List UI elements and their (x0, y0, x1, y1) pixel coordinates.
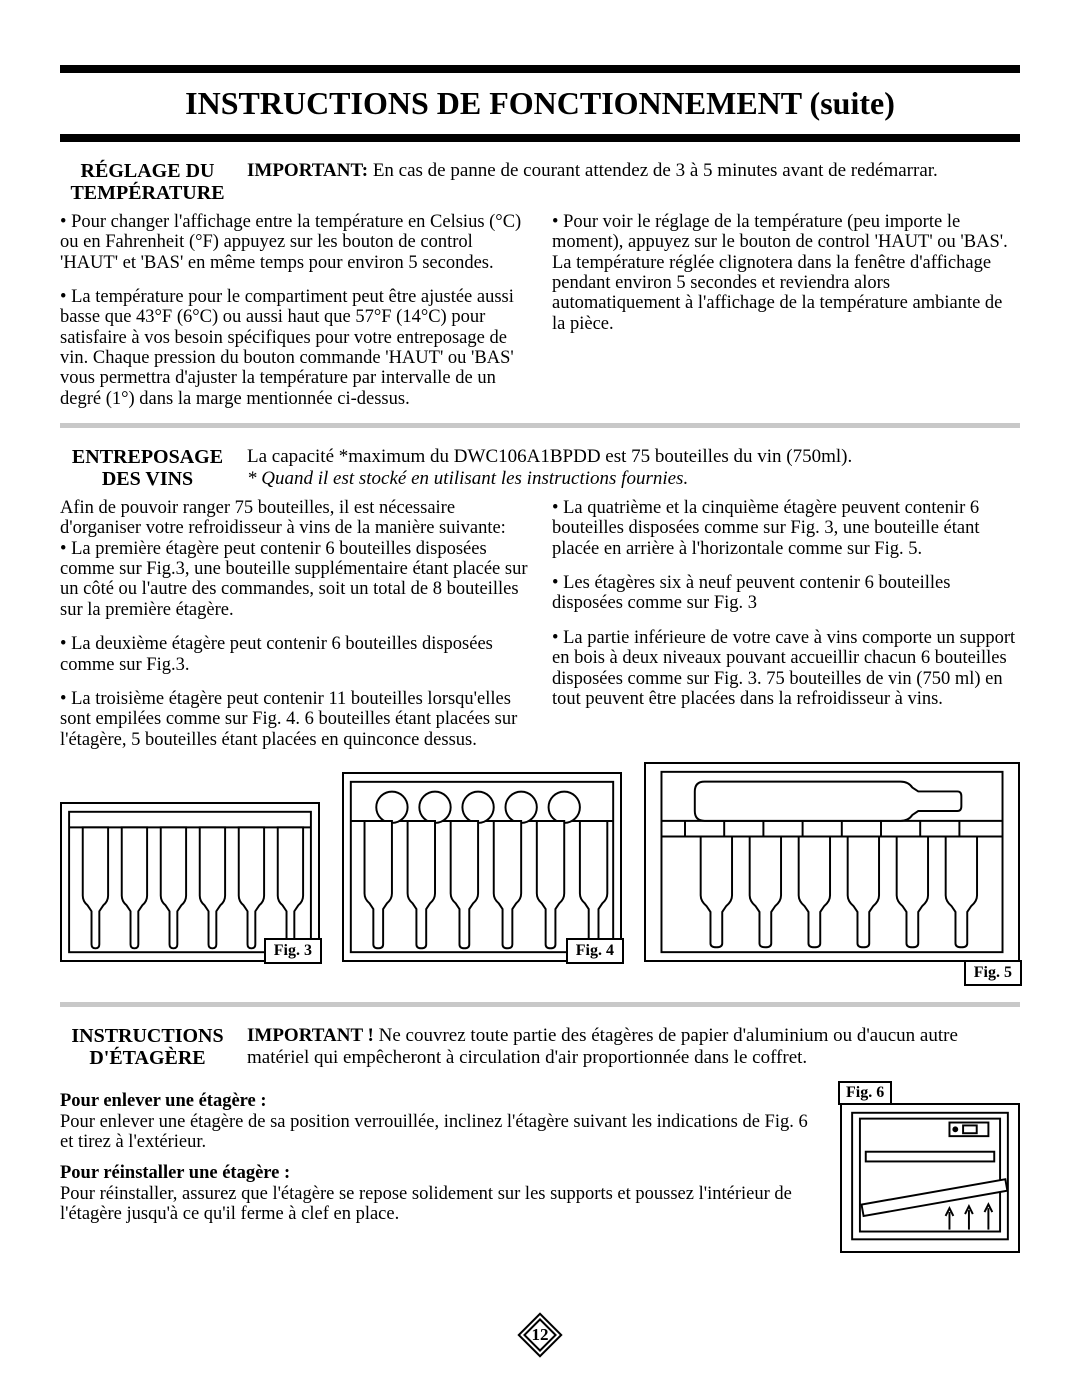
figure-5: Fig. 5 (644, 762, 1020, 962)
fig4-caption: Fig. 4 (566, 938, 624, 964)
storage-p2: • La première étagère peut contenir 6 bo… (60, 539, 528, 620)
figure-3: Fig. 3 (60, 802, 320, 962)
figure-6: Fig. 6 (840, 1081, 1020, 1253)
storage-p7: • La partie inférieure de votre cave à v… (552, 628, 1020, 709)
page-title: INSTRUCTIONS DE FONCTIONNEMENT (suite) (60, 73, 1020, 134)
page-number-text: 12 (532, 1325, 549, 1345)
divider-1 (60, 423, 1020, 428)
shelf-intro: IMPORTANT ! Ne couvrez toute partie des … (247, 1025, 1020, 1069)
divider-2 (60, 1002, 1020, 1007)
storage-p3: • La deuxième étagère peut contenir 6 bo… (60, 634, 528, 675)
section-shelf-header: INSTRUCTIONS D'ÉTAGÈRE IMPORTANT ! Ne co… (60, 1025, 1020, 1069)
remove-text: Pour enlever une étagère de sa position … (60, 1112, 822, 1153)
fig3-svg (62, 804, 318, 960)
fig3-caption: Fig. 3 (264, 938, 322, 964)
storage-body: Afin de pouvoir ranger 75 bouteilles, il… (60, 498, 1020, 750)
reinstall-title: Pour réinstaller une étagère : (60, 1163, 822, 1184)
important-label: IMPORTANT: (247, 160, 368, 181)
storage-p6: • Les étagères six à neuf peuvent conten… (552, 573, 1020, 614)
temperature-p2: • La température pour le compartiment pe… (60, 287, 528, 409)
storage-intro-line1: La capacité *maximum du DWC106A1BPDD est… (247, 446, 852, 467)
storage-p1: Afin de pouvoir ranger 75 bouteilles, il… (60, 498, 528, 539)
shelf-important-label: IMPORTANT ! (247, 1025, 374, 1046)
fig6-svg (842, 1105, 1018, 1251)
shelf-label: INSTRUCTIONS D'ÉTAGÈRE (60, 1025, 235, 1069)
storage-intro-line2: * Quand il est stocké en utilisant les i… (247, 468, 688, 489)
remove-title: Pour enlever une étagère : (60, 1091, 822, 1112)
fig4-svg (344, 774, 620, 960)
temperature-body: • Pour changer l'affichage entre la temp… (60, 212, 1020, 409)
shelf-section: Pour enlever une étagère : Pour enlever … (60, 1081, 1020, 1253)
temperature-p3: • Pour voir le réglage de la température… (552, 212, 1020, 334)
page-number: 12 (514, 1309, 566, 1361)
shelf-text: Pour enlever une étagère : Pour enlever … (60, 1081, 822, 1225)
temperature-label: RÉGLAGE DU TEMPÉRATURE (60, 160, 235, 204)
section-temperature-header: RÉGLAGE DU TEMPÉRATURE IMPORTANT: En cas… (60, 160, 1020, 204)
important-text: En cas de panne de courant attendez de 3… (368, 160, 938, 181)
temperature-intro: IMPORTANT: En cas de panne de courant at… (247, 160, 1020, 182)
title-bottom-rule (60, 134, 1020, 142)
reinstall-text: Pour réinstaller, assurez que l'étagère … (60, 1184, 822, 1225)
section-storage-header: ENTREPOSAGE DES VINS La capacité *maximu… (60, 446, 1020, 490)
temperature-p1: • Pour changer l'affichage entre la temp… (60, 212, 528, 273)
storage-label: ENTREPOSAGE DES VINS (60, 446, 235, 490)
figure-4: Fig. 4 (342, 772, 622, 962)
fig5-svg (646, 764, 1018, 960)
fig5-caption: Fig. 5 (964, 960, 1022, 986)
top-rule (60, 65, 1020, 73)
storage-p5: • La quatrième et la cinquième étagère p… (552, 498, 1020, 559)
figures-row: Fig. 3 (60, 762, 1020, 962)
storage-intro: La capacité *maximum du DWC106A1BPDD est… (247, 446, 1020, 490)
storage-p4: • La troisième étagère peut contenir 11 … (60, 689, 528, 750)
fig6-caption: Fig. 6 (838, 1081, 892, 1105)
